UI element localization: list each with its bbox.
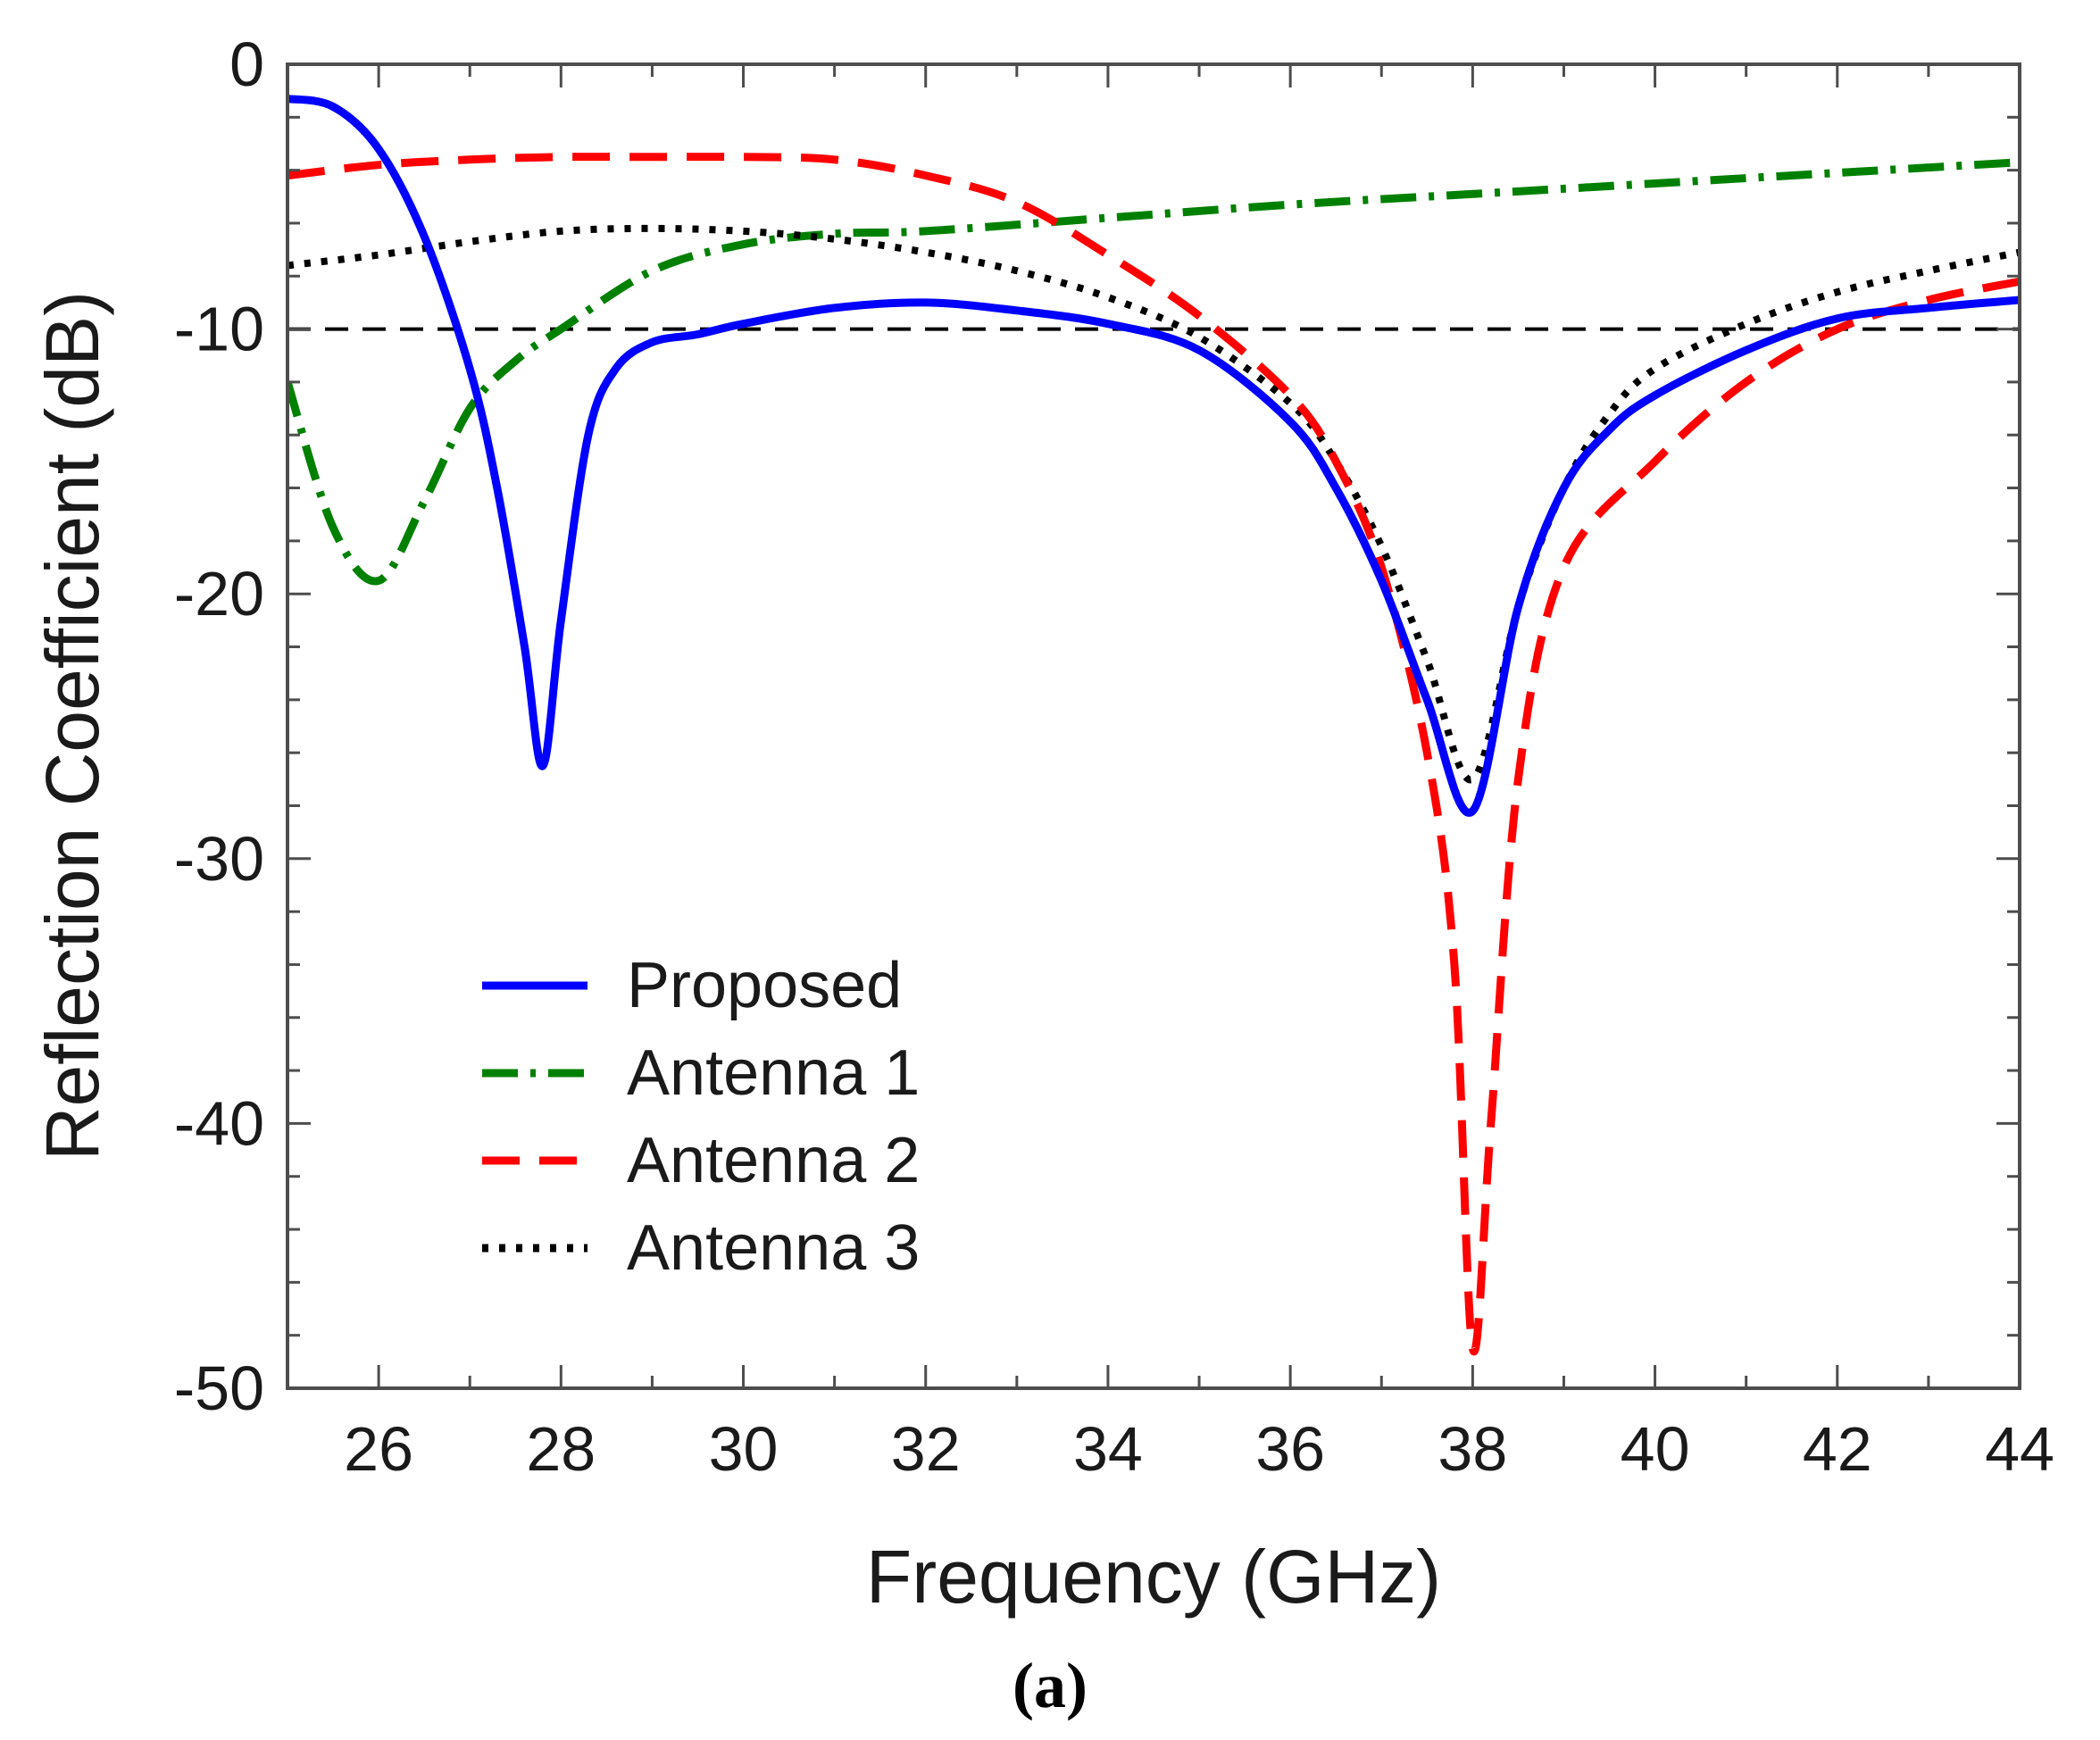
y-tick-label: 0 (229, 29, 264, 99)
x-tick-label: 26 (344, 1414, 413, 1484)
y-tick-label: -20 (174, 559, 264, 629)
y-tick-label: -40 (174, 1088, 264, 1158)
y-tick-label: -30 (174, 824, 264, 894)
y-tick-label: -50 (174, 1353, 264, 1423)
plot-frame (286, 62, 2021, 1390)
y-axis-title: Reflection Coefficient (dB) (30, 291, 114, 1161)
x-tick-label: 44 (1985, 1414, 2054, 1484)
series-line-proposed (288, 95, 2020, 817)
x-tick-label: 30 (709, 1414, 779, 1484)
legend-label-antenna-3: Antenna 3 (627, 1212, 920, 1284)
y-tick-label: -10 (174, 295, 264, 364)
figure-caption: (a) (1012, 1650, 1088, 1721)
x-tick-label: 42 (1803, 1414, 1872, 1484)
x-tick-label: 34 (1073, 1414, 1143, 1484)
x-axis-title: Frequency (GHz) (866, 1535, 1441, 1619)
legend-label-antenna-2: Antenna 2 (627, 1125, 920, 1196)
x-tick-label: 36 (1255, 1414, 1325, 1484)
legend-label-antenna-1: Antenna 1 (627, 1037, 920, 1109)
x-tick-label: 28 (526, 1414, 596, 1484)
x-tick-label: 32 (891, 1414, 961, 1484)
x-tick-label: 40 (1621, 1414, 1690, 1484)
x-tick-label: 38 (1438, 1414, 1507, 1484)
legend-label-proposed: Proposed (627, 950, 902, 1021)
